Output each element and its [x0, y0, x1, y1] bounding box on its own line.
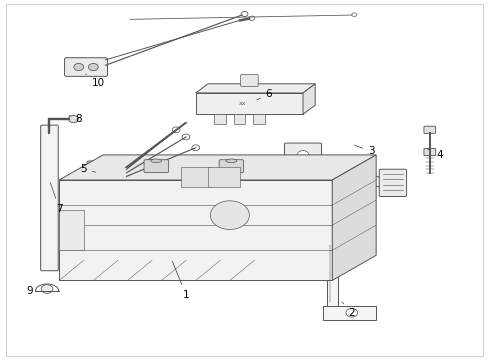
Text: 2: 2 — [341, 302, 354, 318]
Text: 5: 5 — [80, 164, 95, 174]
FancyBboxPatch shape — [379, 169, 406, 197]
FancyBboxPatch shape — [64, 58, 107, 76]
Circle shape — [74, 63, 83, 71]
FancyBboxPatch shape — [219, 160, 243, 173]
FancyBboxPatch shape — [208, 167, 239, 187]
Text: 9: 9 — [26, 286, 37, 296]
Text: 7: 7 — [50, 183, 62, 214]
FancyBboxPatch shape — [423, 126, 435, 134]
FancyBboxPatch shape — [181, 167, 212, 187]
Text: 6: 6 — [256, 89, 272, 100]
FancyBboxPatch shape — [423, 148, 435, 156]
Circle shape — [241, 12, 247, 17]
Circle shape — [297, 150, 308, 159]
Text: 8: 8 — [69, 114, 82, 124]
Polygon shape — [195, 84, 315, 93]
Bar — [214, 113, 225, 124]
Polygon shape — [287, 148, 390, 189]
FancyBboxPatch shape — [41, 125, 58, 271]
FancyBboxPatch shape — [284, 143, 321, 163]
Circle shape — [88, 63, 98, 71]
Bar — [195, 93, 303, 114]
Polygon shape — [322, 306, 375, 320]
Text: 10: 10 — [86, 74, 104, 88]
Bar — [233, 113, 245, 124]
Circle shape — [41, 285, 53, 293]
Circle shape — [210, 201, 249, 229]
Polygon shape — [303, 84, 315, 114]
Circle shape — [93, 167, 103, 175]
Polygon shape — [331, 155, 375, 280]
Circle shape — [172, 127, 180, 133]
FancyBboxPatch shape — [144, 160, 168, 173]
Bar — [59, 210, 83, 250]
Text: 4: 4 — [427, 149, 442, 160]
Ellipse shape — [225, 159, 236, 163]
Circle shape — [182, 134, 189, 140]
Circle shape — [191, 145, 199, 150]
Circle shape — [248, 16, 254, 21]
Bar — [253, 113, 264, 124]
FancyBboxPatch shape — [87, 161, 129, 185]
Ellipse shape — [151, 159, 161, 163]
Text: 1: 1 — [172, 261, 189, 300]
Polygon shape — [59, 155, 375, 180]
Circle shape — [68, 116, 78, 123]
Circle shape — [103, 167, 113, 175]
Text: 3: 3 — [354, 145, 374, 156]
Text: xx: xx — [238, 100, 245, 105]
Polygon shape — [59, 180, 331, 280]
FancyBboxPatch shape — [240, 75, 258, 87]
Circle shape — [113, 167, 122, 175]
Circle shape — [351, 13, 356, 17]
Circle shape — [345, 309, 357, 317]
Polygon shape — [327, 241, 337, 306]
